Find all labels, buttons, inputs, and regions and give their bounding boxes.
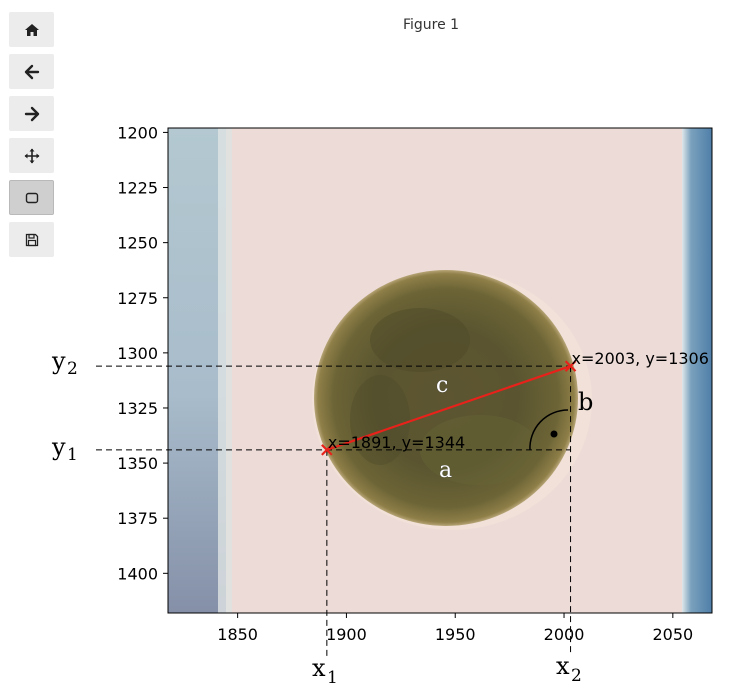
- y-tick-label: 1250: [117, 234, 158, 253]
- right-angle-dot: [550, 430, 558, 438]
- x-tick-label: 1850: [217, 625, 258, 644]
- y2-subscript: 2: [67, 359, 78, 379]
- y-axis: 1200 1225 1250 1275 1300 1325 1350 1375 1400: [117, 123, 168, 583]
- y-tick-label: 1400: [117, 564, 158, 583]
- axes-frame: [167, 127, 713, 614]
- save-button[interactable]: [9, 222, 54, 257]
- x-tick-label: 1950: [435, 625, 476, 644]
- figure-title: Figure 1: [402, 17, 460, 33]
- zoom-rect-icon: [25, 192, 38, 203]
- point-1-label: x=1891, y=1344: [328, 433, 465, 452]
- save-icon: [25, 233, 38, 246]
- y-tick-label: 1300: [117, 344, 158, 363]
- y-tick-label: 1225: [117, 179, 158, 198]
- measurement: x=1891, y=1344 x=2003, y=1306: [321, 349, 709, 456]
- x-tick-label: 2000: [544, 625, 585, 644]
- home-button[interactable]: [9, 12, 54, 47]
- y1-label: y: [51, 433, 66, 461]
- home-icon: [24, 23, 39, 36]
- y1-subscript: 1: [67, 445, 78, 465]
- y-tick-label: 1200: [117, 123, 158, 142]
- point-2-marker: [564, 360, 577, 372]
- x2-label: x: [556, 652, 570, 680]
- move-icon: [24, 148, 39, 163]
- y-tick-label: 1275: [117, 289, 158, 308]
- back-button[interactable]: [9, 54, 54, 89]
- side-a-label: a: [439, 458, 452, 483]
- measurement-line: [326, 365, 571, 451]
- x1-label: x: [312, 654, 326, 682]
- arrow-left-icon: [24, 64, 39, 79]
- point-2-label: x=2003, y=1306: [572, 349, 709, 368]
- forward-button[interactable]: [9, 96, 54, 131]
- guide-lines: [96, 365, 572, 658]
- y-tick-label: 1325: [117, 399, 158, 418]
- x1-subscript: 1: [327, 668, 338, 688]
- zoom-button[interactable]: [9, 180, 54, 215]
- photo-image: [168, 128, 712, 613]
- right-angle-arc: [529, 409, 569, 451]
- side-c-label: c: [436, 373, 448, 398]
- coin: [314, 270, 578, 526]
- x-tick-label: 2050: [652, 625, 693, 644]
- y-tick-label: 1350: [117, 454, 158, 473]
- x2-subscript: 2: [571, 666, 582, 686]
- pan-button[interactable]: [9, 138, 54, 173]
- point-1-marker: [321, 444, 333, 456]
- side-b-label: b: [578, 388, 593, 416]
- y-tick-label: 1375: [117, 509, 158, 528]
- x-axis: 1850 1900 1950 2000 2050: [217, 613, 693, 644]
- y2-label: y: [51, 347, 66, 375]
- x-tick-label: 1900: [326, 625, 367, 644]
- arrow-right-icon: [24, 106, 39, 121]
